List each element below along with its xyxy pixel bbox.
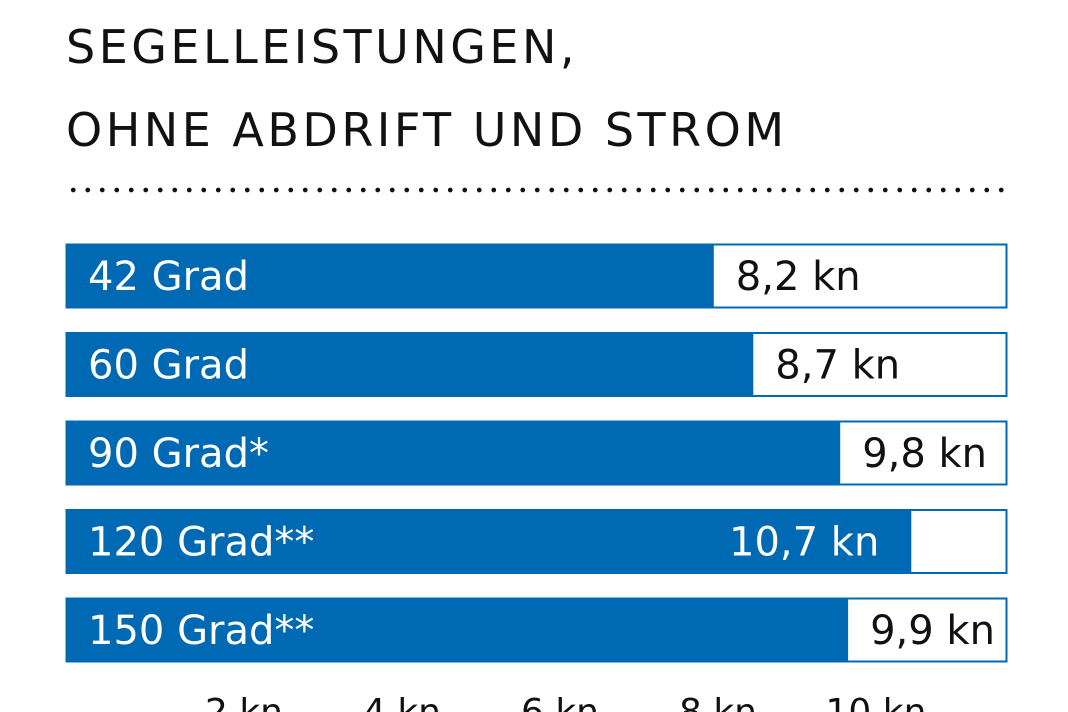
x-tick-label: 6 kn (521, 692, 599, 712)
bar-value-label: 9,9 kn (870, 608, 995, 654)
bar (66, 332, 754, 397)
bar (66, 421, 841, 485)
bar-value-label: 8,7 kn (775, 343, 900, 389)
chart-title-line-1: SEGELLEISTUNGEN, (66, 20, 578, 74)
bar (66, 509, 912, 574)
x-tick-label: 2 kn (205, 692, 283, 712)
bar (66, 244, 714, 308)
bar-value-label: 8,2 kn (736, 254, 861, 300)
bar-category-label: 150 Grad** (88, 608, 314, 654)
x-tick-label: 10 kn (826, 692, 927, 712)
dotted-divider (66, 186, 1012, 194)
x-tick-label: 4 kn (363, 692, 441, 712)
chart-title-line-2: OHNE ABDRIFT UND STROM (66, 103, 788, 157)
bar (66, 598, 849, 662)
bar-category-label: 120 Grad** (88, 520, 314, 566)
x-tick-label: 8 kn (679, 692, 757, 712)
bar-value-label: 10,7 kn (729, 520, 879, 566)
bar-category-label: 60 Grad (88, 343, 249, 389)
bar-category-label: 90 Grad* (88, 431, 269, 477)
bar-value-label: 9,8 kn (862, 431, 987, 477)
bar-category-label: 42 Grad (88, 254, 249, 300)
